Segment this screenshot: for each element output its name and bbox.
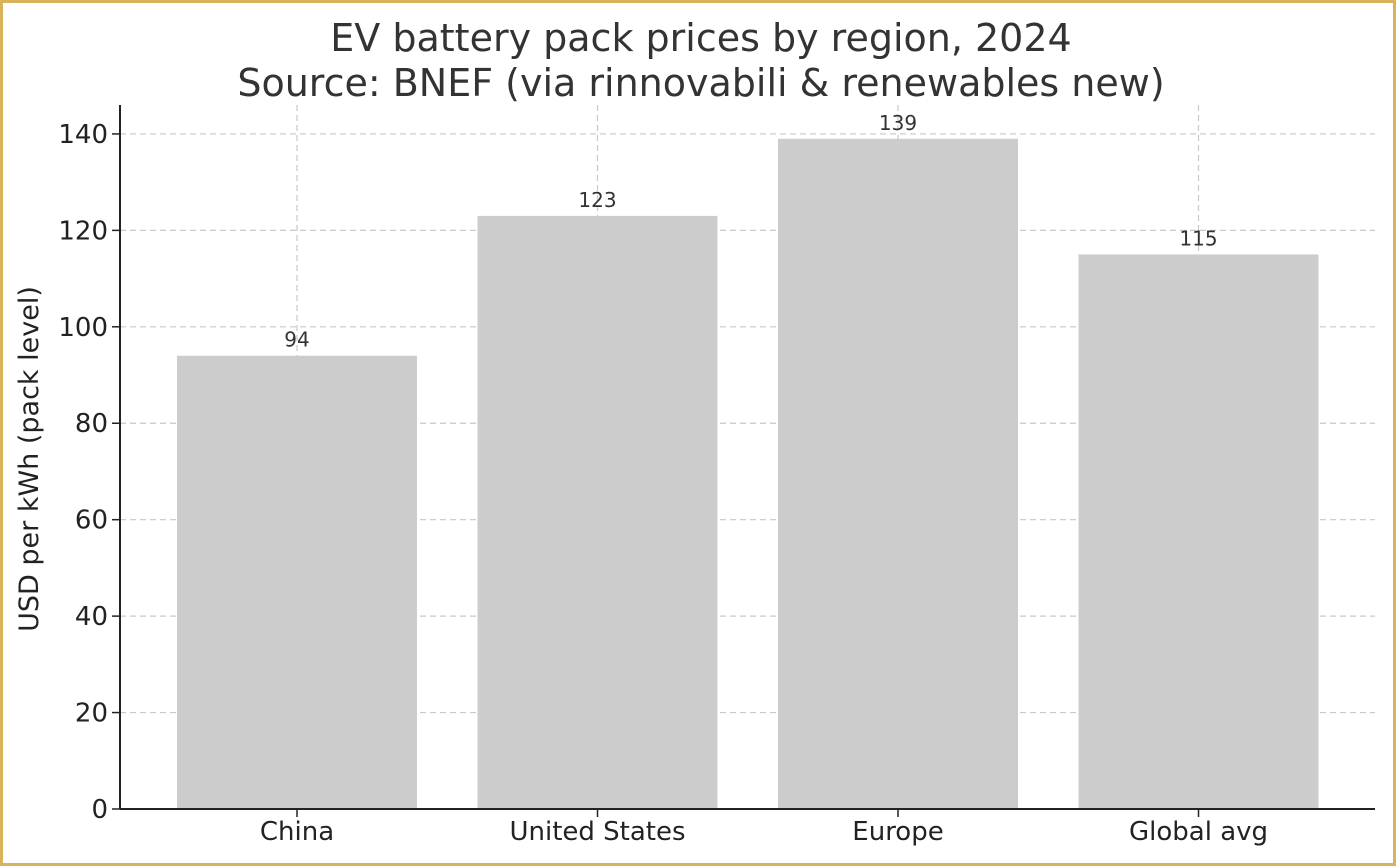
labels: 0 20 40 60 80 100 120 140 94 China 123 United State… [58,111,1268,847]
chart-title: EV battery pack prices by region, 2024 [330,16,1072,60]
axes [119,105,1375,810]
x-tick-label: Global avg [1129,817,1268,847]
bar-value-label: 123 [578,188,616,212]
y-tick-label: 100 [58,313,108,343]
bar-value-label: 115 [1179,226,1217,250]
chart-subtitle: Source: BNEF (via rinnovabili & renewabl… [237,61,1165,105]
bar-value-label: 139 [879,111,917,135]
y-tick-label: 120 [58,216,108,246]
bar [778,138,1018,809]
y-tick-label: 60 [75,506,108,536]
y-tick-label: 80 [75,409,108,439]
bar [477,215,718,809]
y-tick-label: 0 [91,795,108,825]
bar [1078,254,1319,810]
bar [177,355,417,809]
bars [177,138,1319,810]
x-tick-label: Europe [852,817,943,847]
x-tick-label: China [260,817,334,847]
bar-value-label: 94 [284,328,309,352]
y-axis-title: USD per kWh (pack level) [14,286,45,632]
y-tick-label: 40 [75,602,108,632]
y-tick-label: 140 [58,120,108,150]
y-tick-label: 20 [75,699,108,729]
x-tick-label: United States [509,817,685,847]
